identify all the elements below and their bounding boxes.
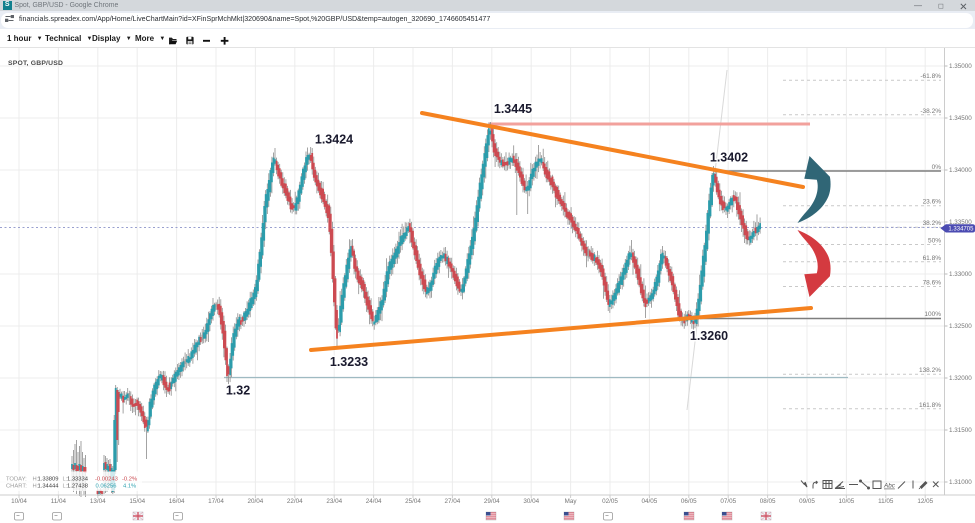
svg-text:17/04: 17/04 bbox=[208, 498, 224, 505]
svg-text:4.1%: 4.1% bbox=[123, 483, 136, 489]
svg-text:15/04: 15/04 bbox=[129, 498, 145, 505]
svg-text:20/04: 20/04 bbox=[248, 498, 264, 505]
svg-text:50%: 50% bbox=[928, 238, 941, 245]
svg-text:29/04: 29/04 bbox=[484, 498, 500, 505]
svg-text:1.32000: 1.32000 bbox=[949, 375, 972, 382]
svg-text:-61.8%: -61.8% bbox=[920, 73, 941, 80]
svg-text:1.31500: 1.31500 bbox=[949, 427, 972, 434]
svg-text:138.2%: 138.2% bbox=[919, 367, 941, 374]
svg-text:1.3233: 1.3233 bbox=[330, 355, 368, 369]
svg-text:-38.2%: -38.2% bbox=[920, 108, 941, 115]
svg-text:May: May bbox=[565, 498, 578, 505]
svg-text:CHART:: CHART: bbox=[6, 483, 27, 489]
svg-text:25/04: 25/04 bbox=[405, 498, 421, 505]
svg-text:1.33809: 1.33809 bbox=[38, 477, 59, 483]
svg-text:1.32: 1.32 bbox=[226, 383, 250, 397]
svg-text:1.34500: 1.34500 bbox=[949, 115, 972, 122]
svg-text:H:: H: bbox=[33, 477, 39, 483]
svg-text:1.34000: 1.34000 bbox=[949, 167, 972, 174]
svg-text:23.6%: 23.6% bbox=[923, 199, 942, 206]
svg-text:1.3402: 1.3402 bbox=[710, 150, 748, 164]
svg-text:10/04: 10/04 bbox=[11, 498, 27, 505]
svg-text:38.2%: 38.2% bbox=[923, 220, 942, 227]
svg-text:1.34444: 1.34444 bbox=[38, 483, 60, 489]
svg-text:1.27438: 1.27438 bbox=[67, 483, 88, 489]
svg-text:1.33334: 1.33334 bbox=[67, 477, 89, 483]
svg-text:11/04: 11/04 bbox=[51, 498, 67, 505]
svg-text:SPOT, GBP/USD: SPOT, GBP/USD bbox=[8, 60, 63, 67]
svg-text:10/05: 10/05 bbox=[839, 498, 855, 505]
svg-text:30/04: 30/04 bbox=[523, 498, 539, 505]
svg-text:1.31000: 1.31000 bbox=[949, 479, 972, 486]
svg-text:61.8%: 61.8% bbox=[923, 255, 942, 262]
svg-text:1.3445: 1.3445 bbox=[494, 102, 532, 116]
svg-text:0%: 0% bbox=[932, 164, 942, 171]
svg-text:23/04: 23/04 bbox=[326, 498, 342, 505]
svg-text:78.6%: 78.6% bbox=[923, 280, 942, 287]
svg-text:08/05: 08/05 bbox=[760, 498, 776, 505]
svg-text:1.33500: 1.33500 bbox=[949, 219, 972, 226]
svg-text:161.8%: 161.8% bbox=[919, 402, 941, 409]
svg-text:L:: L: bbox=[63, 483, 68, 489]
svg-text:Abc: Abc bbox=[883, 483, 896, 490]
svg-text:11/05: 11/05 bbox=[878, 498, 894, 505]
svg-text:1.334705: 1.334705 bbox=[948, 227, 974, 233]
svg-text:07/05: 07/05 bbox=[720, 498, 736, 505]
svg-text:TODAY:: TODAY: bbox=[6, 477, 27, 483]
svg-text:1.33000: 1.33000 bbox=[949, 271, 972, 278]
svg-text:L:: L: bbox=[63, 477, 68, 483]
svg-text:1.35000: 1.35000 bbox=[949, 63, 972, 70]
svg-text:-0.00243: -0.00243 bbox=[95, 477, 118, 483]
svg-text:H:: H: bbox=[33, 483, 39, 489]
svg-text:0.06256: 0.06256 bbox=[96, 483, 117, 489]
svg-text:1.3424: 1.3424 bbox=[315, 132, 353, 146]
svg-text:02/05: 02/05 bbox=[602, 498, 618, 505]
svg-text:1.3260: 1.3260 bbox=[690, 329, 728, 343]
svg-text:1.32500: 1.32500 bbox=[949, 323, 972, 330]
svg-text:100%: 100% bbox=[924, 311, 941, 318]
svg-text:24/04: 24/04 bbox=[366, 498, 382, 505]
svg-text:13/04: 13/04 bbox=[90, 498, 106, 505]
svg-text:04/05: 04/05 bbox=[642, 498, 658, 505]
svg-text:27/04: 27/04 bbox=[445, 498, 461, 505]
svg-text:12/05: 12/05 bbox=[917, 498, 933, 505]
svg-text:06/05: 06/05 bbox=[681, 498, 697, 505]
svg-text:09/05: 09/05 bbox=[799, 498, 815, 505]
svg-text:16/04: 16/04 bbox=[169, 498, 185, 505]
svg-text:22/04: 22/04 bbox=[287, 498, 303, 505]
svg-text:-0.2%: -0.2% bbox=[122, 477, 137, 483]
